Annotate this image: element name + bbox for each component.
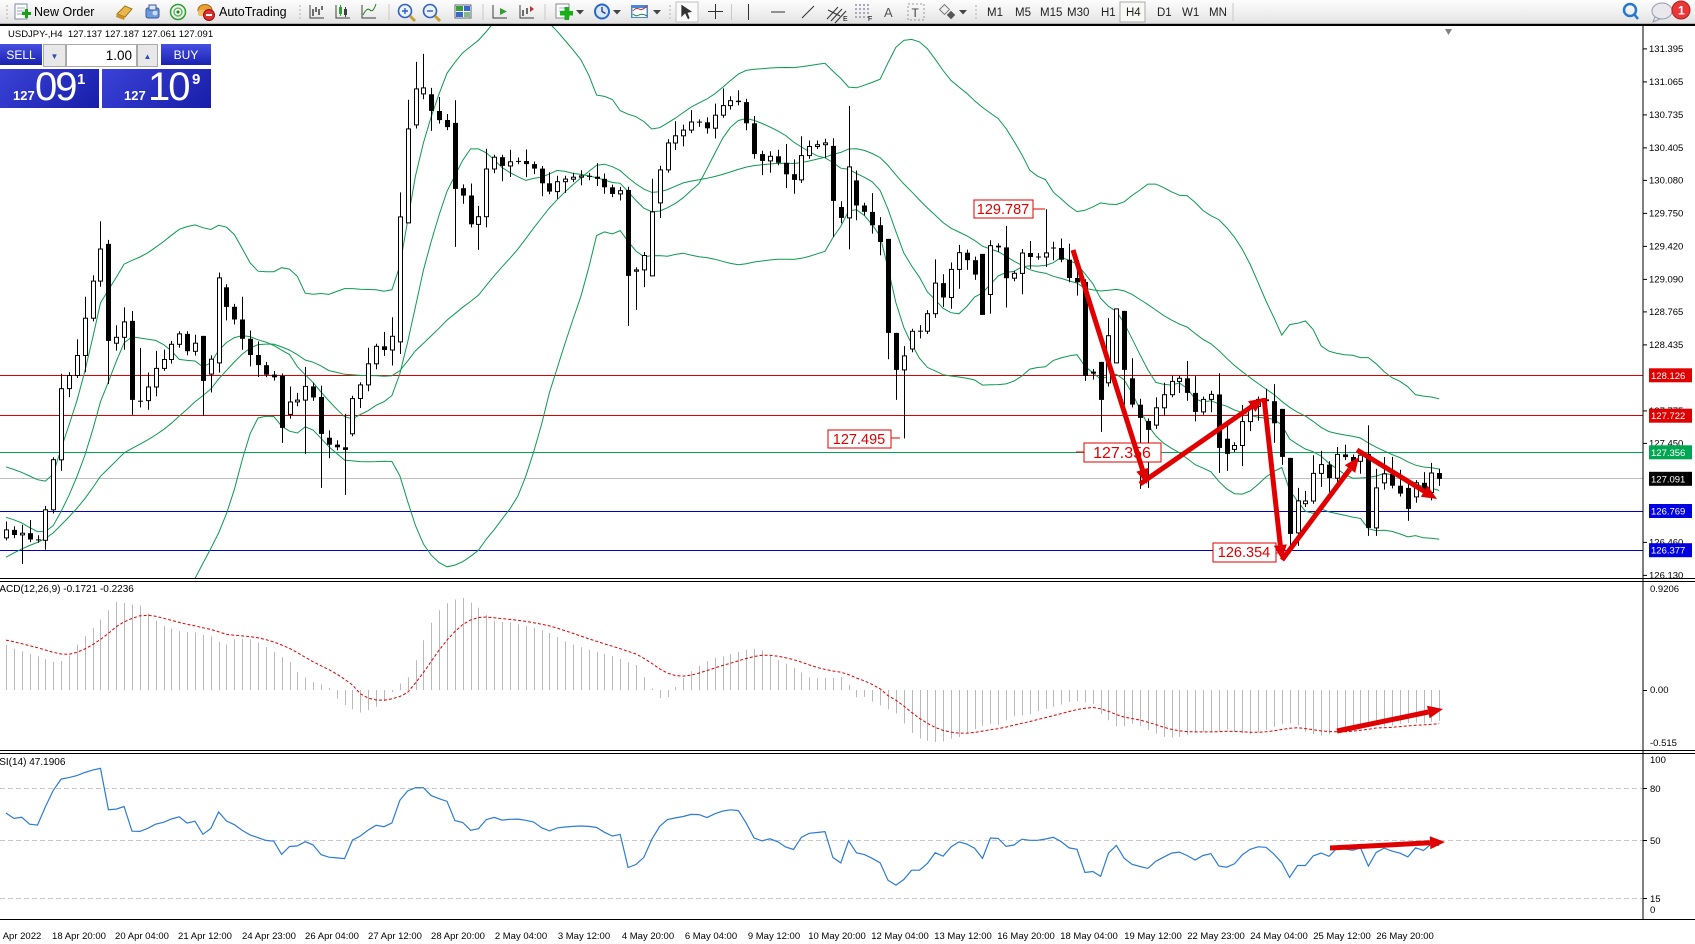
svg-text:RSI(14) 47.1906: RSI(14) 47.1906 bbox=[0, 757, 66, 768]
svg-text:127.450: 127.450 bbox=[1649, 438, 1683, 449]
svg-text:9 May 12:00: 9 May 12:00 bbox=[748, 931, 800, 942]
svg-text:129.750: 129.750 bbox=[1649, 208, 1683, 219]
svg-text:131.395: 131.395 bbox=[1649, 44, 1683, 55]
svg-text:2 May 04:00: 2 May 04:00 bbox=[495, 931, 547, 942]
svg-text:50: 50 bbox=[1650, 836, 1661, 847]
svg-text:D1: D1 bbox=[1157, 7, 1172, 19]
svg-text:130.080: 130.080 bbox=[1649, 175, 1683, 186]
svg-text:21 Apr 12:00: 21 Apr 12:00 bbox=[178, 931, 232, 942]
svg-text:W1: W1 bbox=[1182, 7, 1199, 19]
svg-text:128.126: 128.126 bbox=[1651, 371, 1685, 382]
svg-text:15: 15 bbox=[1650, 894, 1661, 905]
svg-text:0.00: 0.00 bbox=[1650, 685, 1669, 696]
svg-text:M1: M1 bbox=[987, 7, 1003, 19]
svg-text:MACD(12,26,9) -0.1721 -0.2236: MACD(12,26,9) -0.1721 -0.2236 bbox=[0, 584, 134, 595]
svg-text:AutoTrading: AutoTrading bbox=[219, 5, 287, 19]
svg-text:M30: M30 bbox=[1067, 7, 1089, 19]
svg-text:E: E bbox=[843, 16, 848, 23]
svg-text:126.377: 126.377 bbox=[1651, 546, 1685, 557]
svg-text:130.405: 130.405 bbox=[1649, 143, 1683, 154]
svg-text:128.435: 128.435 bbox=[1649, 340, 1683, 351]
svg-text:Apr 2022: Apr 2022 bbox=[3, 931, 42, 942]
svg-text:128.765: 128.765 bbox=[1649, 307, 1683, 318]
svg-text:24 Apr 23:00: 24 Apr 23:00 bbox=[242, 931, 296, 942]
svg-text:25 May 12:00: 25 May 12:00 bbox=[1313, 931, 1371, 942]
svg-text:F: F bbox=[868, 16, 872, 23]
svg-text:18 May 04:00: 18 May 04:00 bbox=[1060, 931, 1118, 942]
svg-text:-0.515: -0.515 bbox=[1650, 738, 1677, 749]
svg-text:M5: M5 bbox=[1015, 7, 1031, 19]
svg-text:126.460: 126.460 bbox=[1649, 537, 1683, 548]
svg-text:4 May 20:00: 4 May 20:00 bbox=[622, 931, 674, 942]
svg-text:131.065: 131.065 bbox=[1649, 77, 1683, 88]
svg-text:22 May 23:00: 22 May 23:00 bbox=[1187, 931, 1245, 942]
svg-text:127.356: 127.356 bbox=[1651, 448, 1685, 459]
svg-text:28 Apr 20:00: 28 Apr 20:00 bbox=[431, 931, 485, 942]
svg-text:0: 0 bbox=[1650, 905, 1655, 916]
svg-text:129.420: 129.420 bbox=[1649, 241, 1683, 252]
svg-text:129.090: 129.090 bbox=[1649, 274, 1683, 285]
svg-text:18 Apr 20:00: 18 Apr 20:00 bbox=[52, 931, 106, 942]
svg-text:127.356: 127.356 bbox=[1093, 445, 1151, 462]
svg-text:0.9206: 0.9206 bbox=[1650, 584, 1679, 595]
svg-text:130.735: 130.735 bbox=[1649, 110, 1683, 121]
svg-text:A: A bbox=[884, 5, 893, 20]
svg-text:100: 100 bbox=[1650, 755, 1666, 766]
svg-text:127.495: 127.495 bbox=[833, 432, 885, 448]
svg-text:126.354: 126.354 bbox=[1218, 545, 1270, 561]
svg-text:New Order: New Order bbox=[34, 5, 94, 19]
svg-text:T: T bbox=[912, 6, 920, 20]
svg-text:16 May 20:00: 16 May 20:00 bbox=[997, 931, 1055, 942]
svg-text:M15: M15 bbox=[1040, 7, 1062, 19]
svg-text:12 May 04:00: 12 May 04:00 bbox=[871, 931, 929, 942]
svg-text:80: 80 bbox=[1650, 784, 1661, 795]
svg-text:26 Apr 04:00: 26 Apr 04:00 bbox=[305, 931, 359, 942]
svg-text:H4: H4 bbox=[1126, 7, 1141, 19]
svg-text:20 Apr 04:00: 20 Apr 04:00 bbox=[115, 931, 169, 942]
svg-text:26 May 20:00: 26 May 20:00 bbox=[1376, 931, 1434, 942]
svg-text:126.769: 126.769 bbox=[1651, 507, 1685, 518]
svg-text:10 May 20:00: 10 May 20:00 bbox=[808, 931, 866, 942]
svg-text:24 May 04:00: 24 May 04:00 bbox=[1250, 931, 1308, 942]
svg-text:13 May 12:00: 13 May 12:00 bbox=[934, 931, 992, 942]
svg-text:6 May 04:00: 6 May 04:00 bbox=[685, 931, 737, 942]
svg-text:126.130: 126.130 bbox=[1649, 570, 1683, 581]
svg-text:3 May 12:00: 3 May 12:00 bbox=[558, 931, 610, 942]
svg-text:19 May 12:00: 19 May 12:00 bbox=[1124, 931, 1182, 942]
svg-text:H1: H1 bbox=[1101, 7, 1116, 19]
svg-text:127.091: 127.091 bbox=[1651, 474, 1685, 485]
svg-text:1: 1 bbox=[1678, 4, 1685, 18]
svg-text:27 Apr 12:00: 27 Apr 12:00 bbox=[368, 931, 422, 942]
svg-text:MN: MN bbox=[1209, 7, 1227, 19]
svg-text:129.787: 129.787 bbox=[977, 202, 1029, 218]
svg-text:127.722: 127.722 bbox=[1651, 411, 1685, 422]
